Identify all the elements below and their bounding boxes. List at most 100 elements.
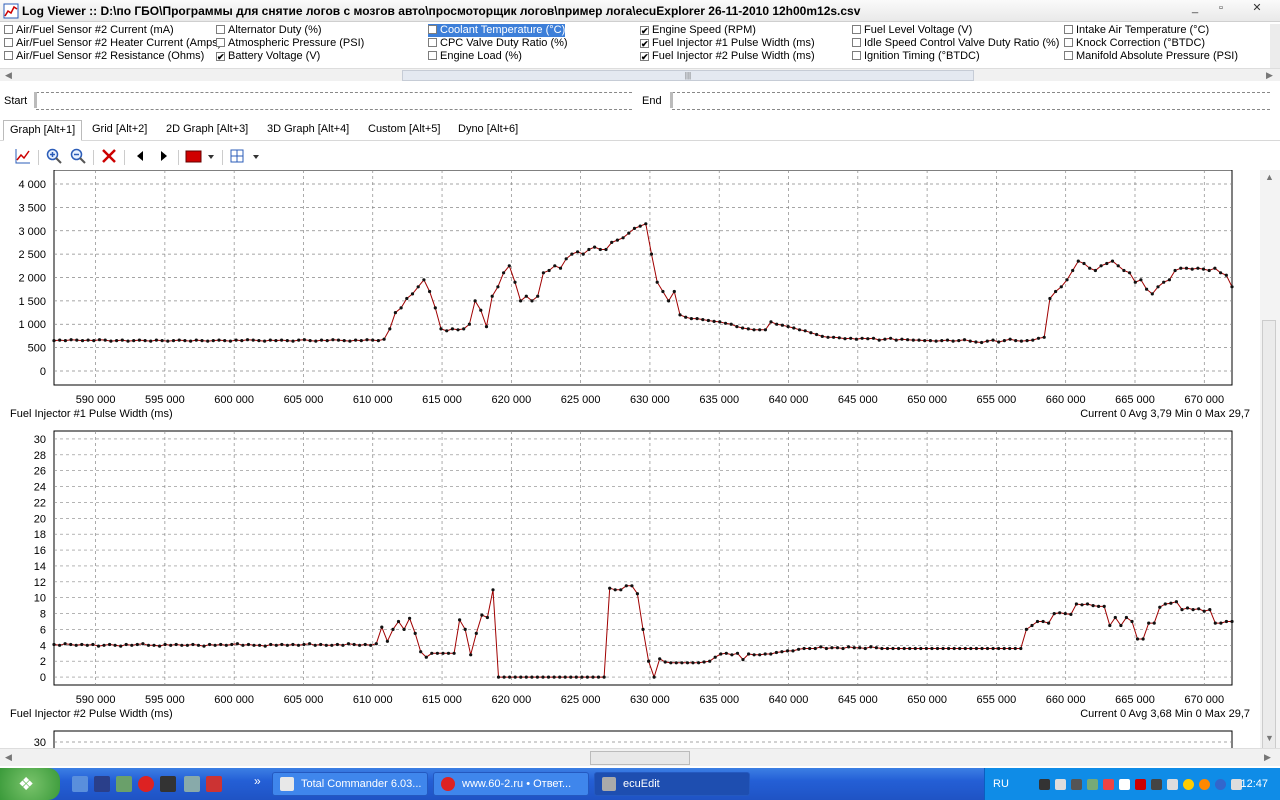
checkbox-icon[interactable] [216, 38, 225, 47]
grid-icon[interactable] [229, 148, 261, 166]
channel-list-scrollbar[interactable] [1270, 24, 1280, 68]
channel-checkbox[interactable]: Manifold Absolute Pressure (PSI) [1064, 50, 1238, 63]
data-point [866, 337, 870, 341]
channel-checkbox[interactable]: ✔ Engine Speed (RPM) [640, 24, 756, 37]
checkbox-icon[interactable]: ✔ [640, 52, 649, 62]
checkbox-icon[interactable] [4, 38, 13, 47]
channel-checkbox[interactable]: Air/Fuel Sensor #2 Current (mA) [4, 24, 174, 37]
quick-launch-explorer-icon[interactable] [72, 776, 88, 792]
channel-checkbox[interactable]: Engine Load (%) [428, 50, 522, 63]
rpm-chart[interactable]: 4 000 3 500 3 000 2 500 2 000 1 500 1 000 500 0 5… [0, 170, 1270, 410]
prev-icon[interactable] [131, 148, 149, 166]
scroll-left-icon[interactable]: ◀ [5, 70, 12, 80]
quick-launch-opera-icon[interactable] [138, 776, 154, 792]
zoom-in-icon[interactable] [45, 148, 63, 166]
volume-icon[interactable] [1055, 779, 1066, 790]
quick-launch-app-icon[interactable] [116, 776, 132, 792]
tray-icon[interactable] [1103, 779, 1114, 790]
channel-checkbox[interactable]: Knock Correction (°BTDC) [1064, 37, 1205, 50]
taskbar-button-total-commander[interactable]: Total Commander 6.03... [272, 772, 428, 796]
checkbox-icon[interactable] [1064, 25, 1073, 34]
channel-checkbox[interactable]: Intake Air Temperature (°C) [1064, 24, 1209, 37]
tray-icon[interactable] [1151, 779, 1162, 790]
graph-vertical-scrollbar[interactable]: ▲ ▼ [1260, 170, 1280, 750]
ati-icon[interactable] [1135, 779, 1146, 790]
checkbox-icon[interactable] [216, 25, 225, 34]
scroll-down-icon[interactable]: ▼ [1265, 733, 1274, 743]
checkbox-icon[interactable] [4, 51, 13, 60]
checkbox-icon[interactable] [852, 51, 861, 60]
tray-icon[interactable] [1167, 779, 1178, 790]
graph-hscroll-thumb[interactable] [590, 751, 690, 765]
channel-checkbox[interactable]: ✔ Battery Voltage (V) [216, 50, 320, 63]
taskbar-button-browser[interactable]: www.60-2.ru • Ответ... [433, 772, 589, 796]
channel-checkbox[interactable]: CPC Valve Duty Ratio (%) [428, 37, 568, 50]
checkbox-icon[interactable]: ✔ [640, 26, 649, 36]
channel-checkbox[interactable]: Air/Fuel Sensor #2 Resistance (Ohms) [4, 50, 204, 63]
tray-icon[interactable] [1119, 779, 1130, 790]
injector-2-chart[interactable]: 30 [0, 723, 1270, 748]
graph-horizontal-scrollbar[interactable]: ◀ ▶ [0, 748, 1280, 766]
color-icon[interactable] [185, 148, 215, 166]
quick-launch-search-icon[interactable] [184, 776, 200, 792]
tray-icon[interactable] [1183, 779, 1194, 790]
tray-icon[interactable] [1087, 779, 1098, 790]
channel-checkbox[interactable]: ✔ Fuel Injector #2 Pulse Width (ms) [640, 50, 815, 63]
next-icon[interactable] [155, 148, 173, 166]
quick-launch-expand-icon[interactable]: » [254, 774, 261, 788]
tab-grid[interactable]: Grid [Alt+2] [92, 123, 148, 135]
channel-checkbox[interactable]: Ignition Timing (°BTDC) [852, 50, 980, 63]
tray-icon[interactable] [1071, 779, 1082, 790]
quick-launch-tool-icon[interactable] [160, 776, 176, 792]
scroll-left-icon[interactable]: ◀ [5, 752, 12, 762]
checkbox-icon[interactable] [852, 38, 861, 47]
scroll-thumb[interactable]: ||| [402, 70, 974, 81]
close-button[interactable]: ✕ [1252, 2, 1262, 14]
language-indicator[interactable]: RU [993, 778, 1009, 790]
scroll-right-icon[interactable]: ▶ [1264, 752, 1271, 762]
tray-icon[interactable] [1199, 779, 1210, 790]
maximize-button[interactable]: ▫ [1219, 2, 1223, 14]
scroll-right-icon[interactable]: ▶ [1266, 70, 1273, 80]
zoom-out-icon[interactable] [69, 148, 87, 166]
tab-2d-graph[interactable]: 2D Graph [Alt+3] [166, 123, 249, 135]
channel-checkbox[interactable]: Alternator Duty (%) [216, 24, 322, 37]
checkbox-icon[interactable] [428, 25, 437, 34]
checkbox-icon[interactable] [1064, 51, 1073, 60]
channel-checkbox[interactable]: Idle Speed Control Valve Duty Ratio (%) [852, 37, 1059, 50]
checkbox-icon[interactable]: ✔ [640, 39, 649, 49]
scroll-up-icon[interactable]: ▲ [1265, 172, 1274, 182]
bluetooth-icon[interactable] [1215, 779, 1226, 790]
tab-custom[interactable]: Custom [Alt+5] [368, 123, 441, 135]
channel-checkbox[interactable]: Fuel Level Voltage (V) [852, 24, 972, 37]
checkbox-icon[interactable] [428, 51, 437, 60]
end-slider[interactable] [670, 92, 1270, 110]
channel-checkbox[interactable]: Coolant Temperature (°C) [428, 24, 566, 37]
tab-dyno[interactable]: Dyno [Alt+6] [458, 123, 519, 135]
taskbar-button-ecuedit[interactable]: ecuEdit [594, 772, 750, 796]
start-slider[interactable] [34, 92, 632, 110]
checkbox-icon[interactable] [4, 25, 13, 34]
quick-launch-save-icon[interactable] [94, 776, 110, 792]
channel-horizontal-scrollbar[interactable]: ◀ ||| ▶ [0, 68, 1280, 81]
delete-icon[interactable] [100, 148, 118, 166]
channel-checkbox[interactable]: ✔ Fuel Injector #1 Pulse Width (ms) [640, 37, 815, 50]
start-button[interactable]: ❖ [0, 768, 60, 800]
chart-icon[interactable] [14, 148, 32, 166]
channel-checkbox[interactable]: Air/Fuel Sensor #2 Heater Current (Amps) [4, 37, 221, 50]
tab-graph[interactable]: Graph [Alt+1] [3, 120, 83, 141]
network-icon[interactable] [1231, 779, 1242, 790]
start-slider-handle[interactable] [34, 92, 37, 108]
end-slider-handle[interactable] [670, 92, 673, 108]
checkbox-icon[interactable] [428, 38, 437, 47]
channel-checkbox[interactable]: Atmospheric Pressure (PSI) [216, 37, 364, 50]
minimize-button[interactable]: _ [1191, 2, 1199, 14]
checkbox-icon[interactable] [852, 25, 861, 34]
graph-scroll-thumb[interactable] [1262, 320, 1276, 750]
quick-launch-media-icon[interactable] [206, 776, 222, 792]
checkbox-icon[interactable]: ✔ [216, 52, 225, 62]
tray-icon[interactable] [1039, 779, 1050, 790]
checkbox-icon[interactable] [1064, 38, 1073, 47]
tab-3d-graph[interactable]: 3D Graph [Alt+4] [267, 123, 350, 135]
